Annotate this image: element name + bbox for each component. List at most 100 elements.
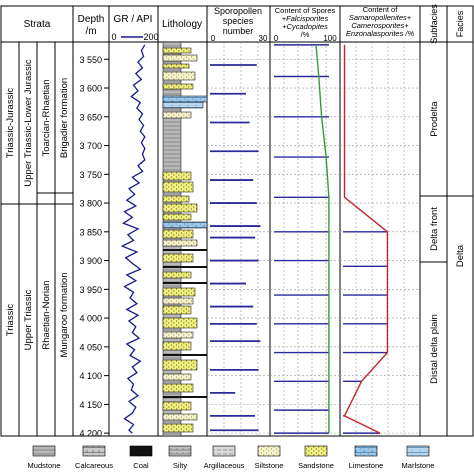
depth-tick-label: 3 850 <box>79 227 102 237</box>
legend-swatch-coal <box>129 445 153 457</box>
lith-sandstone-9 <box>162 229 194 239</box>
lith-sandstone-6 <box>162 195 190 203</box>
spores-max-label: 100 <box>323 34 337 43</box>
depth-tick-label: 3 950 <box>79 285 102 295</box>
legend-swatch-sandstone <box>304 445 328 457</box>
legend-swatch-argillaceous <box>212 445 236 457</box>
samaro-content-track <box>343 44 389 434</box>
count-header-1: Sporopollen <box>214 6 262 16</box>
samaro-content-curve <box>343 44 389 434</box>
samaro-header-2: Samaropollenites+ <box>349 13 412 22</box>
lith-siltstone-1 <box>162 54 198 62</box>
lith-marlstone-1 <box>162 101 204 109</box>
depth-tick-label: 4 100 <box>79 371 102 381</box>
lith-limestone-2 <box>162 221 208 229</box>
formation-label-lower: Mungaroo formation <box>59 272 70 357</box>
legend-label-mudstone: Mudstone <box>28 461 61 470</box>
gr-header: GR / API <box>114 14 153 25</box>
facies-header: Facies <box>455 10 465 37</box>
lith-sandstone-3 <box>162 83 194 90</box>
lith-siltstone-4 <box>162 239 198 247</box>
lith-coal-4 <box>163 354 207 356</box>
gr-curve <box>120 44 146 434</box>
lith-limestone-1 <box>162 95 208 103</box>
depth-header: Depth <box>78 14 105 25</box>
depth-unit: /m <box>85 26 96 37</box>
lith-sandstone-7 <box>162 203 198 213</box>
lith-sandstone-2 <box>162 63 190 69</box>
count-max-label: 30 <box>259 34 268 43</box>
samaro-header-3: Camerosporites+ <box>351 21 409 30</box>
legend-swatch-siltstone <box>257 445 281 457</box>
spores-min-label: 0 <box>274 34 279 43</box>
lith-sandstone-18 <box>162 401 192 411</box>
lith-sandstone-11 <box>162 271 192 279</box>
legend-label-marlstone: Marlstone <box>402 461 435 470</box>
series-label-lower: Upper Triassic <box>23 289 34 350</box>
legend-label-limestone: Limestone <box>349 461 384 470</box>
lith-sandstone-5 <box>162 181 194 193</box>
depth-tick-label: 3 700 <box>79 141 102 151</box>
gr-max-label: 200 <box>143 32 158 42</box>
lith-siltstone-5 <box>162 297 194 305</box>
samaro-header-4: Enzonalasporites /% <box>346 29 415 38</box>
depth-tick-label: 3 550 <box>79 55 102 65</box>
legend-swatch-mudstone <box>32 445 56 457</box>
depth-tick-label: 3 600 <box>79 84 102 94</box>
facies-delta: Delta <box>455 244 466 267</box>
spores-header-1: Content of Spores <box>275 6 336 15</box>
sporopollen-count-track <box>210 64 261 432</box>
subfacies-delta-front: Delta front <box>429 207 440 251</box>
series-label-upper: Upper Triassic-Lower Jurassic <box>23 59 34 186</box>
lith-sandstone-13 <box>162 305 192 315</box>
legend-label-coal: Coal <box>133 461 149 470</box>
lith-coal-3 <box>163 282 207 284</box>
lith-siltstone-8 <box>162 413 198 421</box>
spores-header-3: +Cycadopites <box>282 22 328 31</box>
legend-label-argillaceous: Argillaceous <box>204 461 245 470</box>
count-header-3: number <box>223 26 254 36</box>
lith-sandstone-16 <box>162 359 198 371</box>
lith-sandstone-8 <box>162 213 192 221</box>
stage-label-lower: Rhaetian-Norian <box>41 280 52 349</box>
depth-tick-label: 4 000 <box>79 314 102 324</box>
spores-content-track <box>274 44 330 434</box>
lith-sandstone-10 <box>162 253 194 263</box>
depth-axis: 3 550 3 600 3 650 3 700 3 750 3 800 3 850 3 900… <box>79 55 109 439</box>
legend-swatch-silty <box>168 445 192 457</box>
lithology-header: Lithology <box>162 19 202 30</box>
spores-header-4: /% <box>301 30 310 39</box>
depth-tick-label: 4 050 <box>79 342 102 352</box>
legend-swatch-limestone <box>354 445 378 457</box>
count-header-2: species <box>223 16 254 26</box>
lithology-column <box>162 41 208 437</box>
system-label-upper: Triassic-Jurassic <box>5 88 16 159</box>
lith-sandstone-17 <box>162 383 194 393</box>
lith-siltstone-3 <box>162 111 192 119</box>
subfacies-distal-delta-plain: Distal delta plain <box>429 314 440 384</box>
lith-siltstone-6 <box>162 331 194 339</box>
lith-sandstone-4 <box>162 171 192 181</box>
lith-coal-5 <box>163 396 207 398</box>
lith-sandstone-15 <box>162 341 192 351</box>
gr-track <box>120 44 146 434</box>
lith-siltstone-7 <box>162 373 192 381</box>
gr-min-label: 0 <box>111 32 116 42</box>
depth-tick-label: 3 800 <box>79 199 102 209</box>
lith-coal-2 <box>163 266 207 268</box>
lithology-legend: Mudstone Calcareous Coal Silty Argillaceous S… <box>28 445 435 470</box>
lith-sandstone-14 <box>162 317 198 329</box>
depth-tick-label: 3 650 <box>79 112 102 122</box>
lith-siltstone-2 <box>162 71 196 81</box>
system-label-lower: Triassic <box>5 304 16 337</box>
subfacies-header: Subfacies <box>429 4 439 44</box>
samaro-header-1: Content of <box>363 5 399 14</box>
depth-tick-label: 4 150 <box>79 400 102 410</box>
subfacies-prodelta: Prodelta <box>429 101 440 137</box>
depth-tick-label: 3 900 <box>79 256 102 266</box>
lith-coal-1 <box>163 249 207 251</box>
legend-label-sandstone: Sandstone <box>298 461 334 470</box>
legend-label-siltstone: Siltstone <box>255 461 284 470</box>
legend-label-calcareous: Calcareous <box>75 461 113 470</box>
